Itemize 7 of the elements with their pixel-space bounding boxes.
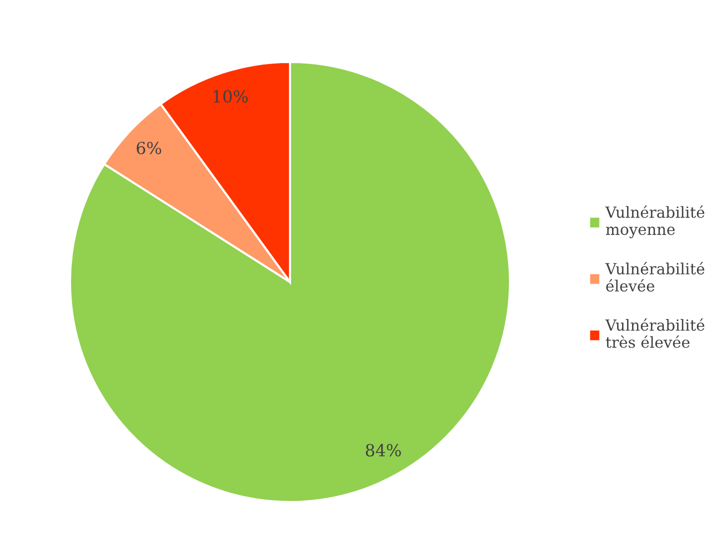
pie-slice [68,60,512,504]
data-label: 6% [136,142,162,154]
legend-label: Vulnérabilité très élevée [605,318,704,348]
legend-label: Vulnérabilité moyenne [605,205,704,238]
legend-label: Vulnérabilité élevée [605,262,704,292]
data-label: 10% [214,90,248,103]
data-label: 84% [366,444,401,456]
